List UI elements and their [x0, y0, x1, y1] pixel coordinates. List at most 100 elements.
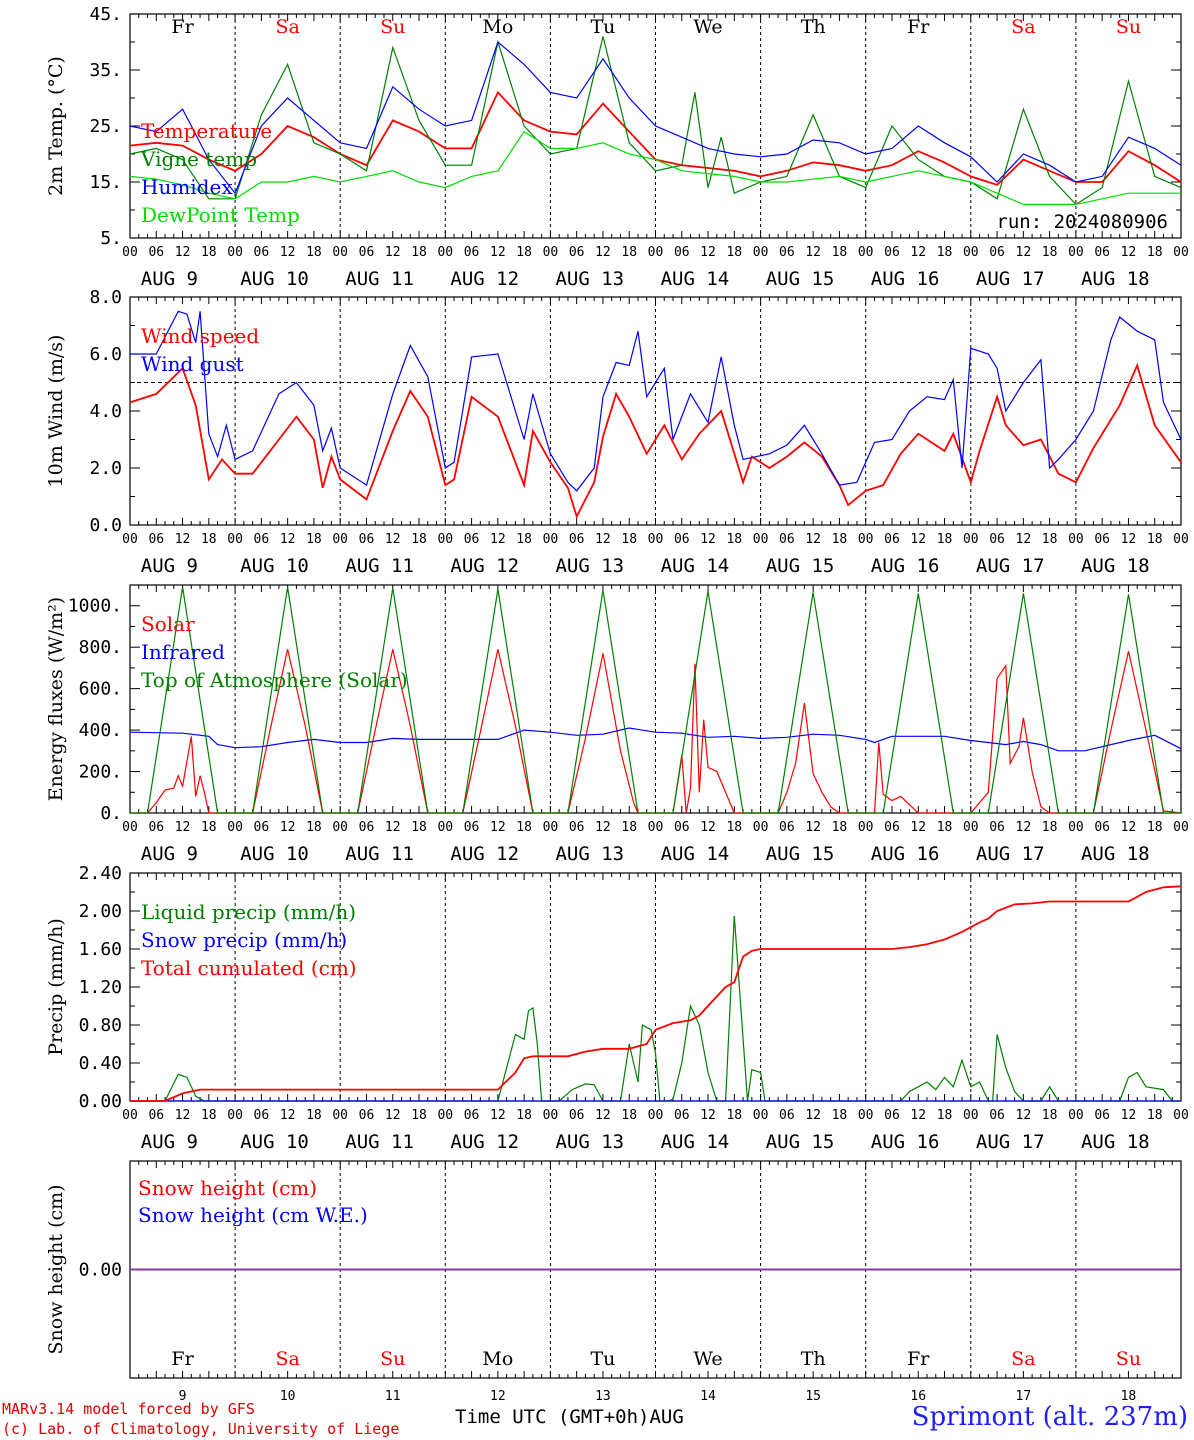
x-hour-label: 18 — [726, 532, 742, 547]
x-hour-label: 00 — [332, 1108, 348, 1123]
x-hour-label: 06 — [464, 245, 480, 260]
x-hour-label: 06 — [884, 532, 900, 547]
x-date-label: AUG 14 — [661, 843, 730, 865]
x-hour-label: 18 — [306, 532, 322, 547]
x-hour-label: 18 — [832, 820, 848, 835]
x-hour-label: 18 — [516, 820, 532, 835]
x-hour-label: 18 — [516, 245, 532, 260]
x-hour-label: 18 — [201, 1108, 217, 1123]
x-hour-label: 12 — [910, 820, 926, 835]
x-date-label: AUG 15 — [766, 268, 835, 290]
weekday-label: We — [693, 16, 722, 38]
weekday-label: Sa — [275, 1348, 299, 1370]
y-tick-label: 4.0 — [89, 401, 122, 422]
legend-entry: Wind speed — [141, 324, 259, 348]
weekday-label: Mo — [482, 16, 513, 38]
x-hour-label: 06 — [674, 820, 690, 835]
x-hour-label: 00 — [648, 1108, 664, 1123]
x-hour-label: 18 — [1147, 820, 1163, 835]
y-tick-label: 0.00 — [79, 1260, 122, 1281]
x-hour-label: 12 — [700, 1108, 716, 1123]
x-hour-label: 18 — [621, 245, 637, 260]
weekday-label: Fr — [171, 1348, 194, 1370]
legend-entry: Solar — [141, 612, 195, 636]
x-hour-label: 06 — [148, 245, 164, 260]
x-hour-label: 12 — [595, 532, 611, 547]
y-tick-label: 0.0 — [89, 515, 122, 536]
y-axis-label: Precip (mm/h) — [45, 918, 67, 1056]
y-tick-label: 0.40 — [79, 1053, 122, 1074]
x-hour-label: 12 — [805, 245, 821, 260]
weekday-label: Su — [1116, 1348, 1141, 1370]
x-hour-label: 06 — [1094, 245, 1110, 260]
x-hour-label: 06 — [254, 1108, 270, 1123]
x-hour-label: 06 — [569, 532, 585, 547]
x-hour-label: 12 — [1016, 1108, 1032, 1123]
y-tick-label: 15. — [89, 172, 122, 193]
x-hour-label: 18 — [201, 820, 217, 835]
x-hour-label: 18 — [832, 1108, 848, 1123]
day-number-label: 12 — [490, 1389, 506, 1404]
x-hour-label: 00 — [332, 245, 348, 260]
y-tick-label: 2.0 — [89, 458, 122, 479]
y-tick-label: 2.00 — [79, 901, 122, 922]
x-hour-label: 12 — [280, 245, 296, 260]
x-hour-label: 18 — [1042, 532, 1058, 547]
x-date-label: AUG 15 — [766, 843, 835, 865]
x-hour-label: 18 — [411, 245, 427, 260]
y-tick-label: 8.0 — [89, 287, 122, 308]
x-hour-label: 06 — [464, 532, 480, 547]
x-hour-label: 00 — [753, 532, 769, 547]
series-line-solar — [130, 649, 1182, 814]
x-hour-label: 06 — [569, 245, 585, 260]
x-hour-label: 12 — [385, 245, 401, 260]
y-axis-label: Energy fluxes (W/m²) — [45, 597, 67, 801]
x-date-label: AUG 11 — [345, 1131, 414, 1153]
y-tick-label: 35. — [89, 60, 122, 81]
x-hour-label: 18 — [1042, 1108, 1058, 1123]
model-credit: MARv3.14 model forced by GFS — [2, 1400, 255, 1418]
x-date-label: AUG 17 — [976, 843, 1045, 865]
x-hour-label: 12 — [490, 245, 506, 260]
x-hour-label: 18 — [201, 245, 217, 260]
x-hour-label: 06 — [464, 1108, 480, 1123]
series-line-wind-speed — [129, 362, 1182, 519]
x-hour-label: 06 — [779, 1108, 795, 1123]
x-hour-label: 06 — [464, 820, 480, 835]
weekday-label: Fr — [171, 16, 194, 38]
x-date-label: AUG 12 — [450, 843, 519, 865]
x-date-label: AUG 10 — [240, 268, 309, 290]
x-hour-label: 12 — [595, 245, 611, 260]
x-date-label: AUG 11 — [345, 555, 414, 577]
time-axis-label: Time UTC (GMT+0h)AUG — [455, 1406, 684, 1428]
x-hour-label: 12 — [385, 1108, 401, 1123]
x-hour-label: 12 — [700, 820, 716, 835]
weekday-label: Sa — [1011, 1348, 1035, 1370]
x-hour-label: 12 — [805, 532, 821, 547]
x-hour-label: 00 — [648, 245, 664, 260]
x-hour-label: 18 — [306, 820, 322, 835]
x-hour-label: 00 — [963, 532, 979, 547]
x-hour-label: 12 — [175, 820, 191, 835]
x-hour-label: 00 — [543, 245, 559, 260]
x-hour-label: 00 — [332, 532, 348, 547]
x-hour-label: 00 — [1068, 820, 1084, 835]
weekday-label: Sa — [1011, 16, 1035, 38]
x-hour-label: 12 — [175, 532, 191, 547]
series-line-top-of-atmosphere-solar- — [130, 587, 1181, 814]
x-hour-label: 00 — [1173, 820, 1189, 835]
series-line-wind-gust — [130, 310, 1182, 492]
day-number-label: 16 — [910, 1389, 926, 1404]
weekday-label: Tu — [590, 16, 615, 38]
x-date-label: AUG 11 — [345, 843, 414, 865]
x-hour-label: 18 — [306, 245, 322, 260]
legend-entry: Total cumulated (cm) — [141, 956, 357, 980]
x-hour-label: 00 — [227, 245, 243, 260]
y-tick-label: 25. — [89, 116, 122, 137]
x-date-label: AUG 12 — [450, 268, 519, 290]
x-hour-label: 18 — [1042, 820, 1058, 835]
x-date-label: AUG 16 — [871, 843, 940, 865]
x-hour-label: 12 — [280, 532, 296, 547]
y-tick-label: 5. — [100, 228, 122, 249]
